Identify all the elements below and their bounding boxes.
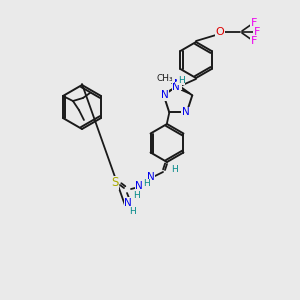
Text: N: N — [124, 198, 132, 208]
Text: H: H — [133, 190, 140, 200]
Text: O: O — [216, 27, 224, 37]
Text: N: N — [174, 79, 182, 89]
Text: N: N — [161, 90, 169, 100]
Text: N: N — [172, 82, 180, 92]
Text: H: H — [130, 206, 136, 215]
Text: S: S — [111, 176, 119, 190]
Text: F: F — [251, 18, 257, 28]
Text: F: F — [254, 27, 260, 37]
Text: H: H — [178, 76, 184, 85]
Text: CH₃: CH₃ — [157, 74, 174, 83]
Text: N: N — [147, 172, 155, 182]
Text: N: N — [135, 181, 143, 191]
Text: H: H — [142, 179, 149, 188]
Text: F: F — [251, 36, 257, 46]
Text: H: H — [171, 166, 177, 175]
Text: N: N — [182, 107, 190, 117]
